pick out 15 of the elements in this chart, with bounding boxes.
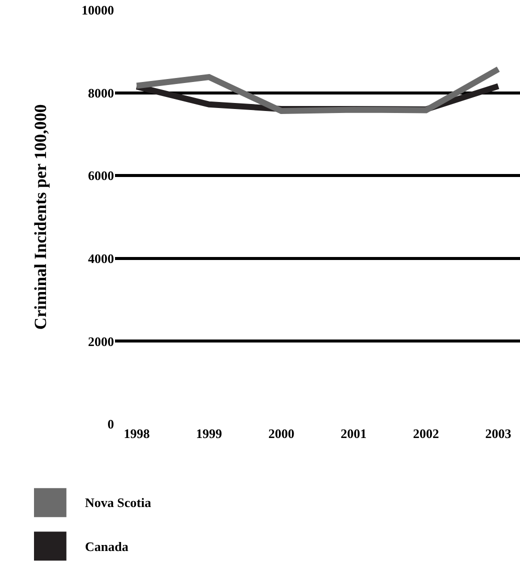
y-tick-label: 10000: [82, 2, 114, 18]
x-tick-label: 2000: [268, 426, 294, 441]
x-tick-label: 1998: [124, 426, 150, 441]
y-tick-label: 4000: [88, 250, 114, 266]
y-tick-label: 8000: [88, 85, 114, 100]
y-tick-label: 6000: [88, 168, 114, 184]
y-axis-title: Criminal Incidents per 100,000: [31, 104, 50, 330]
x-tick-label: 2001: [340, 426, 367, 441]
legend-label: Nova Scotia: [85, 495, 152, 510]
x-tick-label: 2003: [485, 426, 512, 441]
x-tick-label: 1999: [196, 426, 223, 441]
y-tick-label: 0: [108, 416, 114, 432]
y-tick-label: 2000: [88, 334, 114, 349]
legend-label: Canada: [85, 539, 129, 554]
x-tick-label: 2002: [412, 426, 439, 441]
